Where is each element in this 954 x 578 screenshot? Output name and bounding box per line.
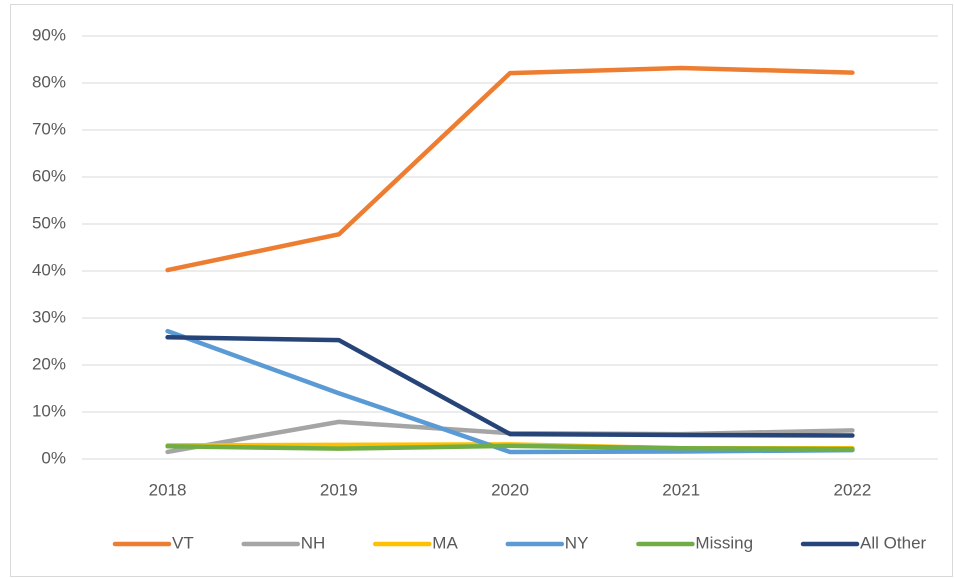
series-line <box>165 443 855 452</box>
y-tick-label: 80% <box>32 72 66 91</box>
chart-border <box>10 4 953 577</box>
x-tick-label: 2019 <box>320 480 358 499</box>
legend-label: All Other <box>860 533 926 552</box>
legend-label: MA <box>432 533 458 552</box>
y-tick-label: 50% <box>32 213 66 232</box>
y-tick-label: 0% <box>41 448 66 467</box>
x-tick-label: 2022 <box>833 480 871 499</box>
y-tick-label: 40% <box>32 260 66 279</box>
series-line <box>165 328 855 455</box>
y-tick-label: 90% <box>32 25 66 44</box>
y-tick-label: 10% <box>32 401 66 420</box>
y-tick-label: 60% <box>32 166 66 185</box>
legend-label: Missing <box>695 533 753 552</box>
series-line <box>165 335 855 438</box>
y-tick-label: 30% <box>32 307 66 326</box>
y-tick-label: 20% <box>32 354 66 373</box>
y-tick-label: 70% <box>32 119 66 138</box>
series-line <box>165 65 855 273</box>
legend-label: NY <box>565 533 589 552</box>
x-tick-label: 2018 <box>149 480 187 499</box>
legend-label: VT <box>172 533 194 552</box>
x-tick-label: 2021 <box>662 480 700 499</box>
x-tick-label: 2020 <box>491 480 529 499</box>
legend-label: NH <box>301 533 326 552</box>
